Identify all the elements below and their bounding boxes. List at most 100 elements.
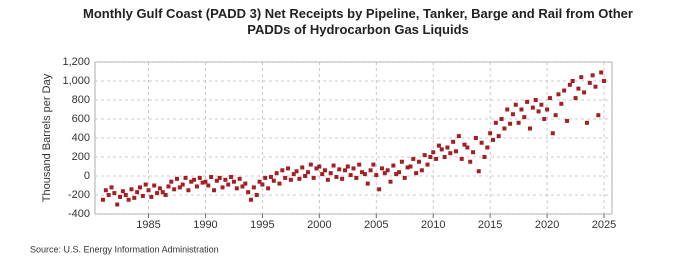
point	[428, 155, 433, 159]
point	[325, 177, 330, 182]
point	[231, 179, 236, 184]
point	[368, 168, 373, 173]
point	[530, 105, 535, 110]
point	[331, 163, 336, 168]
point	[192, 177, 197, 182]
point	[283, 175, 288, 180]
point	[499, 117, 504, 121]
point	[414, 171, 419, 176]
point	[397, 170, 402, 175]
x-tick-label: 2010	[421, 219, 445, 231]
point	[112, 191, 117, 196]
point	[476, 169, 481, 174]
point	[453, 149, 458, 154]
point	[508, 121, 513, 126]
point	[120, 189, 125, 194]
point	[490, 137, 495, 142]
point	[425, 162, 430, 167]
point	[234, 186, 239, 191]
x-tick-label: 1990	[193, 219, 217, 231]
x-tick-label: 2015	[478, 219, 502, 231]
point	[479, 140, 484, 145]
point	[493, 120, 498, 125]
point	[103, 188, 108, 193]
point	[468, 159, 473, 164]
point	[266, 186, 271, 191]
point	[399, 159, 404, 164]
point	[297, 176, 302, 181]
point	[419, 168, 424, 173]
point	[288, 177, 293, 182]
x-tick-label: 2005	[364, 219, 388, 231]
point	[482, 155, 487, 159]
point	[320, 172, 325, 177]
point	[394, 172, 399, 177]
point	[294, 169, 299, 174]
point	[593, 84, 598, 89]
point	[323, 168, 328, 173]
point	[431, 150, 436, 155]
point	[340, 176, 345, 181]
point	[550, 131, 555, 136]
title-line: PADDs of Hydrocarbon Gas Liquids	[247, 22, 469, 37]
x-tick-label: 2000	[307, 219, 331, 231]
point	[357, 162, 362, 167]
point	[263, 175, 268, 180]
point	[217, 175, 222, 180]
point	[268, 174, 273, 179]
point	[160, 190, 165, 195]
point	[194, 184, 199, 189]
point	[559, 101, 564, 106]
point	[243, 181, 248, 186]
y-tick-label: 0	[84, 170, 90, 182]
point	[465, 145, 470, 150]
point	[473, 136, 478, 140]
y-axis-label: Thousand Barrels per Day	[41, 73, 53, 202]
point	[260, 182, 265, 187]
point	[220, 185, 225, 190]
point	[590, 73, 595, 78]
y-tick-label: 600	[72, 113, 90, 125]
point	[345, 164, 350, 169]
point	[180, 182, 185, 187]
point	[271, 178, 276, 183]
point	[155, 191, 160, 196]
point	[553, 113, 558, 118]
point	[328, 171, 333, 176]
point	[106, 193, 111, 197]
point	[308, 162, 313, 167]
point	[584, 120, 589, 125]
point	[177, 185, 182, 190]
point	[573, 96, 578, 101]
point	[280, 168, 285, 173]
point	[596, 113, 601, 118]
point	[274, 171, 279, 176]
point	[137, 185, 142, 190]
point	[277, 181, 282, 186]
x-tick-label: 2025	[592, 219, 616, 231]
point	[246, 190, 251, 195]
point	[314, 166, 319, 171]
point	[379, 166, 384, 171]
point	[140, 193, 145, 198]
point	[556, 92, 561, 97]
point	[567, 82, 572, 87]
point	[305, 170, 310, 175]
point	[542, 117, 547, 121]
point	[434, 156, 439, 161]
y-tick-label: 1,000	[62, 75, 90, 87]
y-tick-label: -400	[68, 208, 90, 220]
point	[300, 165, 305, 170]
point	[436, 143, 441, 148]
point	[157, 186, 162, 191]
point	[118, 194, 123, 199]
point	[254, 193, 259, 197]
point	[342, 168, 347, 173]
x-tick-label: 1995	[250, 219, 274, 231]
point	[579, 75, 584, 80]
point	[402, 175, 407, 180]
point	[334, 174, 339, 179]
point	[174, 176, 179, 181]
point	[416, 159, 421, 164]
